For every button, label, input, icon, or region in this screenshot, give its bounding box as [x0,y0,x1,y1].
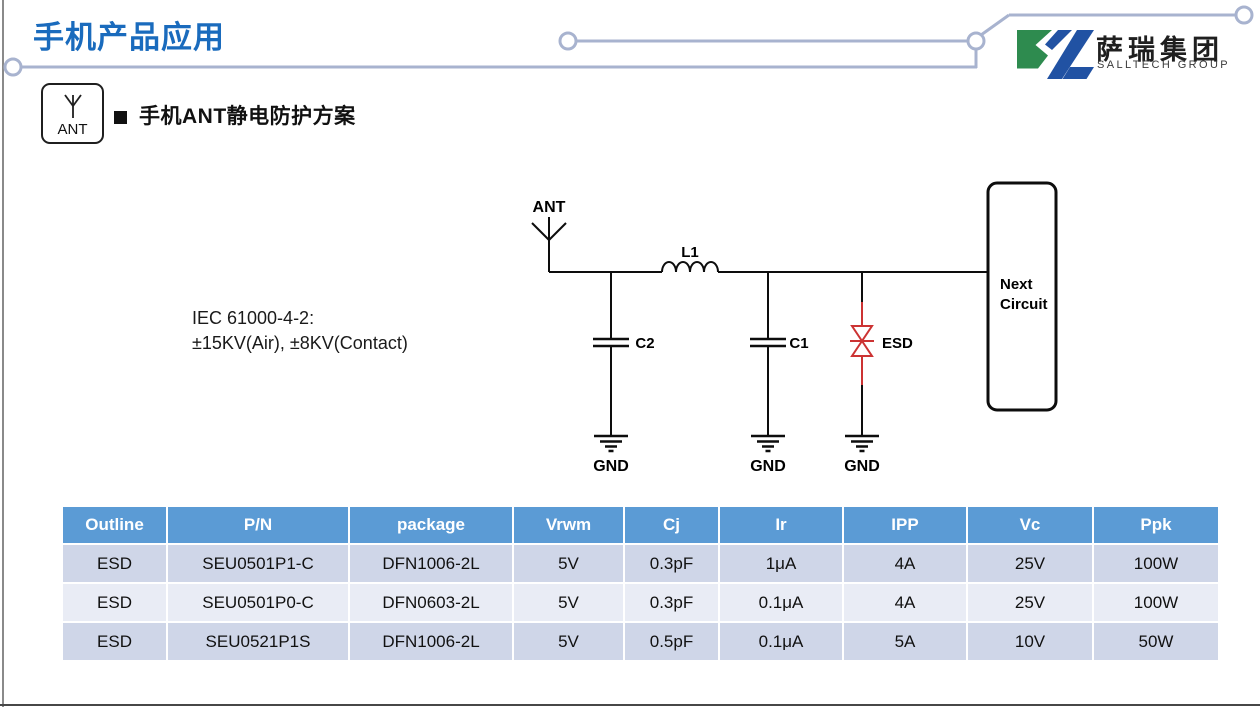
column-header: Vc [968,507,1092,543]
column-header: IPP [844,507,966,543]
table-cell: 4A [844,545,966,582]
capacitor-c2-label: C2 [635,335,654,352]
deco-node-icon [3,57,23,77]
inductor-symbol [661,261,719,273]
deco-line-diagonal [980,13,1010,37]
table-cell: 5A [844,623,966,660]
table-row: ESD SEU0501P1-C DFN1006-2L 5V 0.3pF 1μA … [63,545,1218,582]
column-header: Outline [63,507,166,543]
antenna-icon [63,94,82,118]
slide-bottom-border [0,704,1260,706]
ground-symbol [594,434,628,453]
table-cell: DFN1006-2L [350,545,512,582]
table-cell: 1μA [720,545,842,582]
table-row: ESD SEU0521P1S DFN1006-2L 5V 0.5pF 0.1μA… [63,623,1218,660]
table-cell: 0.1μA [720,623,842,660]
deco-node-icon [966,31,986,51]
section-heading-text: 手机ANT静电防护方案 [139,105,356,128]
next-circuit-label: Next [1000,276,1033,293]
table-cell: 0.5pF [625,623,718,660]
antenna-symbol [531,217,567,272]
capacitor-c2-symbol [593,272,629,436]
page-title: 手机产品应用 [33,20,225,55]
ant-badge: ANT [41,83,104,144]
table-cell: 100W [1094,584,1218,621]
column-header: package [350,507,512,543]
table-cell: 25V [968,584,1092,621]
ground-symbol [845,434,879,453]
next-circuit-label: Circuit [1000,296,1048,313]
table-cell: 10V [968,623,1092,660]
table-row: ESD SEU0501P0-C DFN0603-2L 5V 0.3pF 0.1μ… [63,584,1218,621]
ant-label: ANT [533,199,566,216]
gnd-label: GND [593,458,629,475]
gnd-label: GND [750,458,786,475]
column-header: P/N [168,507,348,543]
table-cell: SEU0501P0-C [168,584,348,621]
table-cell: 0.3pF [625,545,718,582]
ground-symbol [751,434,785,453]
capacitor-c1-label: C1 [789,335,808,352]
section-heading: 手机ANT静电防护方案 [114,102,356,132]
column-header: Ir [720,507,842,543]
salltech-logo-icon [1017,30,1094,79]
table-cell: 50W [1094,623,1218,660]
esd-diode-label: ESD [882,335,913,352]
column-header: Ppk [1094,507,1218,543]
logo-green-shape [1017,30,1052,69]
table-cell: DFN1006-2L [350,623,512,660]
table-cell: 5V [514,584,623,621]
capacitor-c1-symbol [750,272,786,436]
column-header: Cj [625,507,718,543]
iec-note-line2: ±15KV(Air), ±8KV(Contact) [192,333,408,353]
logo-blue-shape [1047,30,1094,79]
decorative-trace [3,5,1254,77]
table-header-row: Outline P/N package Vrwm Cj Ir IPP Vc Pp… [63,507,1218,543]
logo-blue-shape [1045,30,1072,50]
table-cell: 100W [1094,545,1218,582]
esd-diode-symbol [850,272,874,436]
table-cell: SEU0521P1S [168,623,348,660]
deco-node-icon [1234,5,1254,25]
inductor-label: L1 [681,244,699,261]
table-cell: 25V [968,545,1092,582]
table-cell: 0.1μA [720,584,842,621]
table-cell: DFN0603-2L [350,584,512,621]
company-name-cn: 萨瑞集团 [1096,35,1224,65]
logo-blue-shape [1062,67,1094,79]
table-cell: 0.3pF [625,584,718,621]
table-cell: 5V [514,545,623,582]
table-cell: ESD [63,545,166,582]
next-circuit-box [986,181,1058,412]
deco-node-icon [558,31,578,51]
table-cell: ESD [63,584,166,621]
column-header: Vrwm [514,507,623,543]
slide-left-border [2,0,4,707]
ant-badge-label: ANT [57,121,88,138]
iec-note-line1: IEC 61000-4-2: [192,308,315,328]
iec-standard-note: IEC 61000-4-2: ±15KV(Air), ±8KV(Contact) [192,306,408,356]
table-cell: SEU0501P1-C [168,545,348,582]
gnd-label: GND [844,458,880,475]
square-bullet-icon [114,111,127,124]
esd-spec-table: Outline P/N package Vrwm Cj Ir IPP Vc Pp… [61,505,1220,662]
esd-protection-circuit-diagram: ANT L1 C2 C1 ESD [531,181,1058,475]
table-cell: ESD [63,623,166,660]
table-cell: 4A [844,584,966,621]
table-cell: 5V [514,623,623,660]
company-name-en: SALLTECH GROUP [1097,59,1231,71]
